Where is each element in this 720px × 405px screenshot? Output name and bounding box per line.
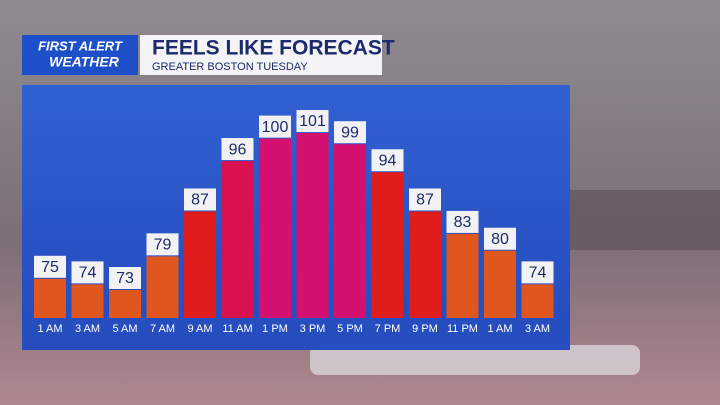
x-tick-label: 9 PM xyxy=(412,323,438,335)
bar xyxy=(109,290,141,318)
value-label: 100 xyxy=(262,119,289,136)
value-label-box xyxy=(34,255,66,278)
value-label: 87 xyxy=(416,192,434,209)
bar xyxy=(334,144,366,318)
x-tick-label: 5 AM xyxy=(112,323,137,335)
value-label: 79 xyxy=(154,237,172,254)
logo-box xyxy=(22,35,138,75)
logo-text: WEATHER xyxy=(49,54,120,70)
x-tick-label: 7 PM xyxy=(375,323,401,335)
x-tick-label: 1 AM xyxy=(37,323,62,335)
value-label: 73 xyxy=(116,270,134,287)
bar xyxy=(521,284,554,318)
value-label: 94 xyxy=(379,152,397,169)
value-label: 101 xyxy=(299,113,326,130)
value-label-box xyxy=(334,121,366,144)
value-label-box xyxy=(484,227,516,250)
value-label-box xyxy=(371,149,404,172)
value-label-box xyxy=(296,110,329,132)
bar xyxy=(71,284,104,318)
bar xyxy=(446,233,479,318)
value-label-box xyxy=(259,115,291,138)
x-tick-label: 3 AM xyxy=(525,323,550,335)
value-label-box xyxy=(446,210,479,233)
x-tick-label: 7 AM xyxy=(150,323,175,335)
bar xyxy=(259,138,291,318)
bar xyxy=(371,172,404,318)
x-tick-label: 3 AM xyxy=(75,323,100,335)
x-tick-label: 1 AM xyxy=(487,323,512,335)
value-label-box xyxy=(184,188,216,211)
value-label-box xyxy=(221,138,254,161)
bar xyxy=(146,256,179,318)
value-label: 74 xyxy=(79,265,97,282)
value-label-box xyxy=(521,261,554,284)
boat xyxy=(310,345,640,375)
value-label: 87 xyxy=(191,192,209,209)
bar xyxy=(221,161,254,318)
x-tick-label: 5 PM xyxy=(337,323,363,335)
value-label: 96 xyxy=(229,141,247,158)
chart-subtitle: GREATER BOSTON TUESDAY xyxy=(152,61,308,73)
value-label-box xyxy=(71,261,104,284)
x-tick-label: 11 AM xyxy=(222,323,252,335)
value-label: 74 xyxy=(529,265,547,282)
header-box xyxy=(140,35,382,75)
x-tick-label: 1 PM xyxy=(262,323,288,335)
x-tick-label: 11 PM xyxy=(447,323,478,335)
bar xyxy=(296,133,329,318)
bar xyxy=(34,278,66,318)
value-label: 99 xyxy=(341,124,359,141)
x-tick-label: 9 AM xyxy=(187,323,212,335)
value-label-box xyxy=(409,188,441,211)
bar xyxy=(409,211,441,318)
value-label: 80 xyxy=(491,231,509,248)
bar xyxy=(484,250,516,318)
value-label: 75 xyxy=(41,259,59,276)
x-tick-label: 3 PM xyxy=(300,323,326,335)
bar xyxy=(184,211,216,318)
value-label: 83 xyxy=(454,214,472,231)
chart-title: FEELS LIKE FORECAST xyxy=(152,37,395,60)
shore xyxy=(570,190,720,250)
value-label-box xyxy=(109,267,141,289)
logo-text: FIRST ALERT xyxy=(38,38,123,53)
value-label-box xyxy=(146,233,179,256)
